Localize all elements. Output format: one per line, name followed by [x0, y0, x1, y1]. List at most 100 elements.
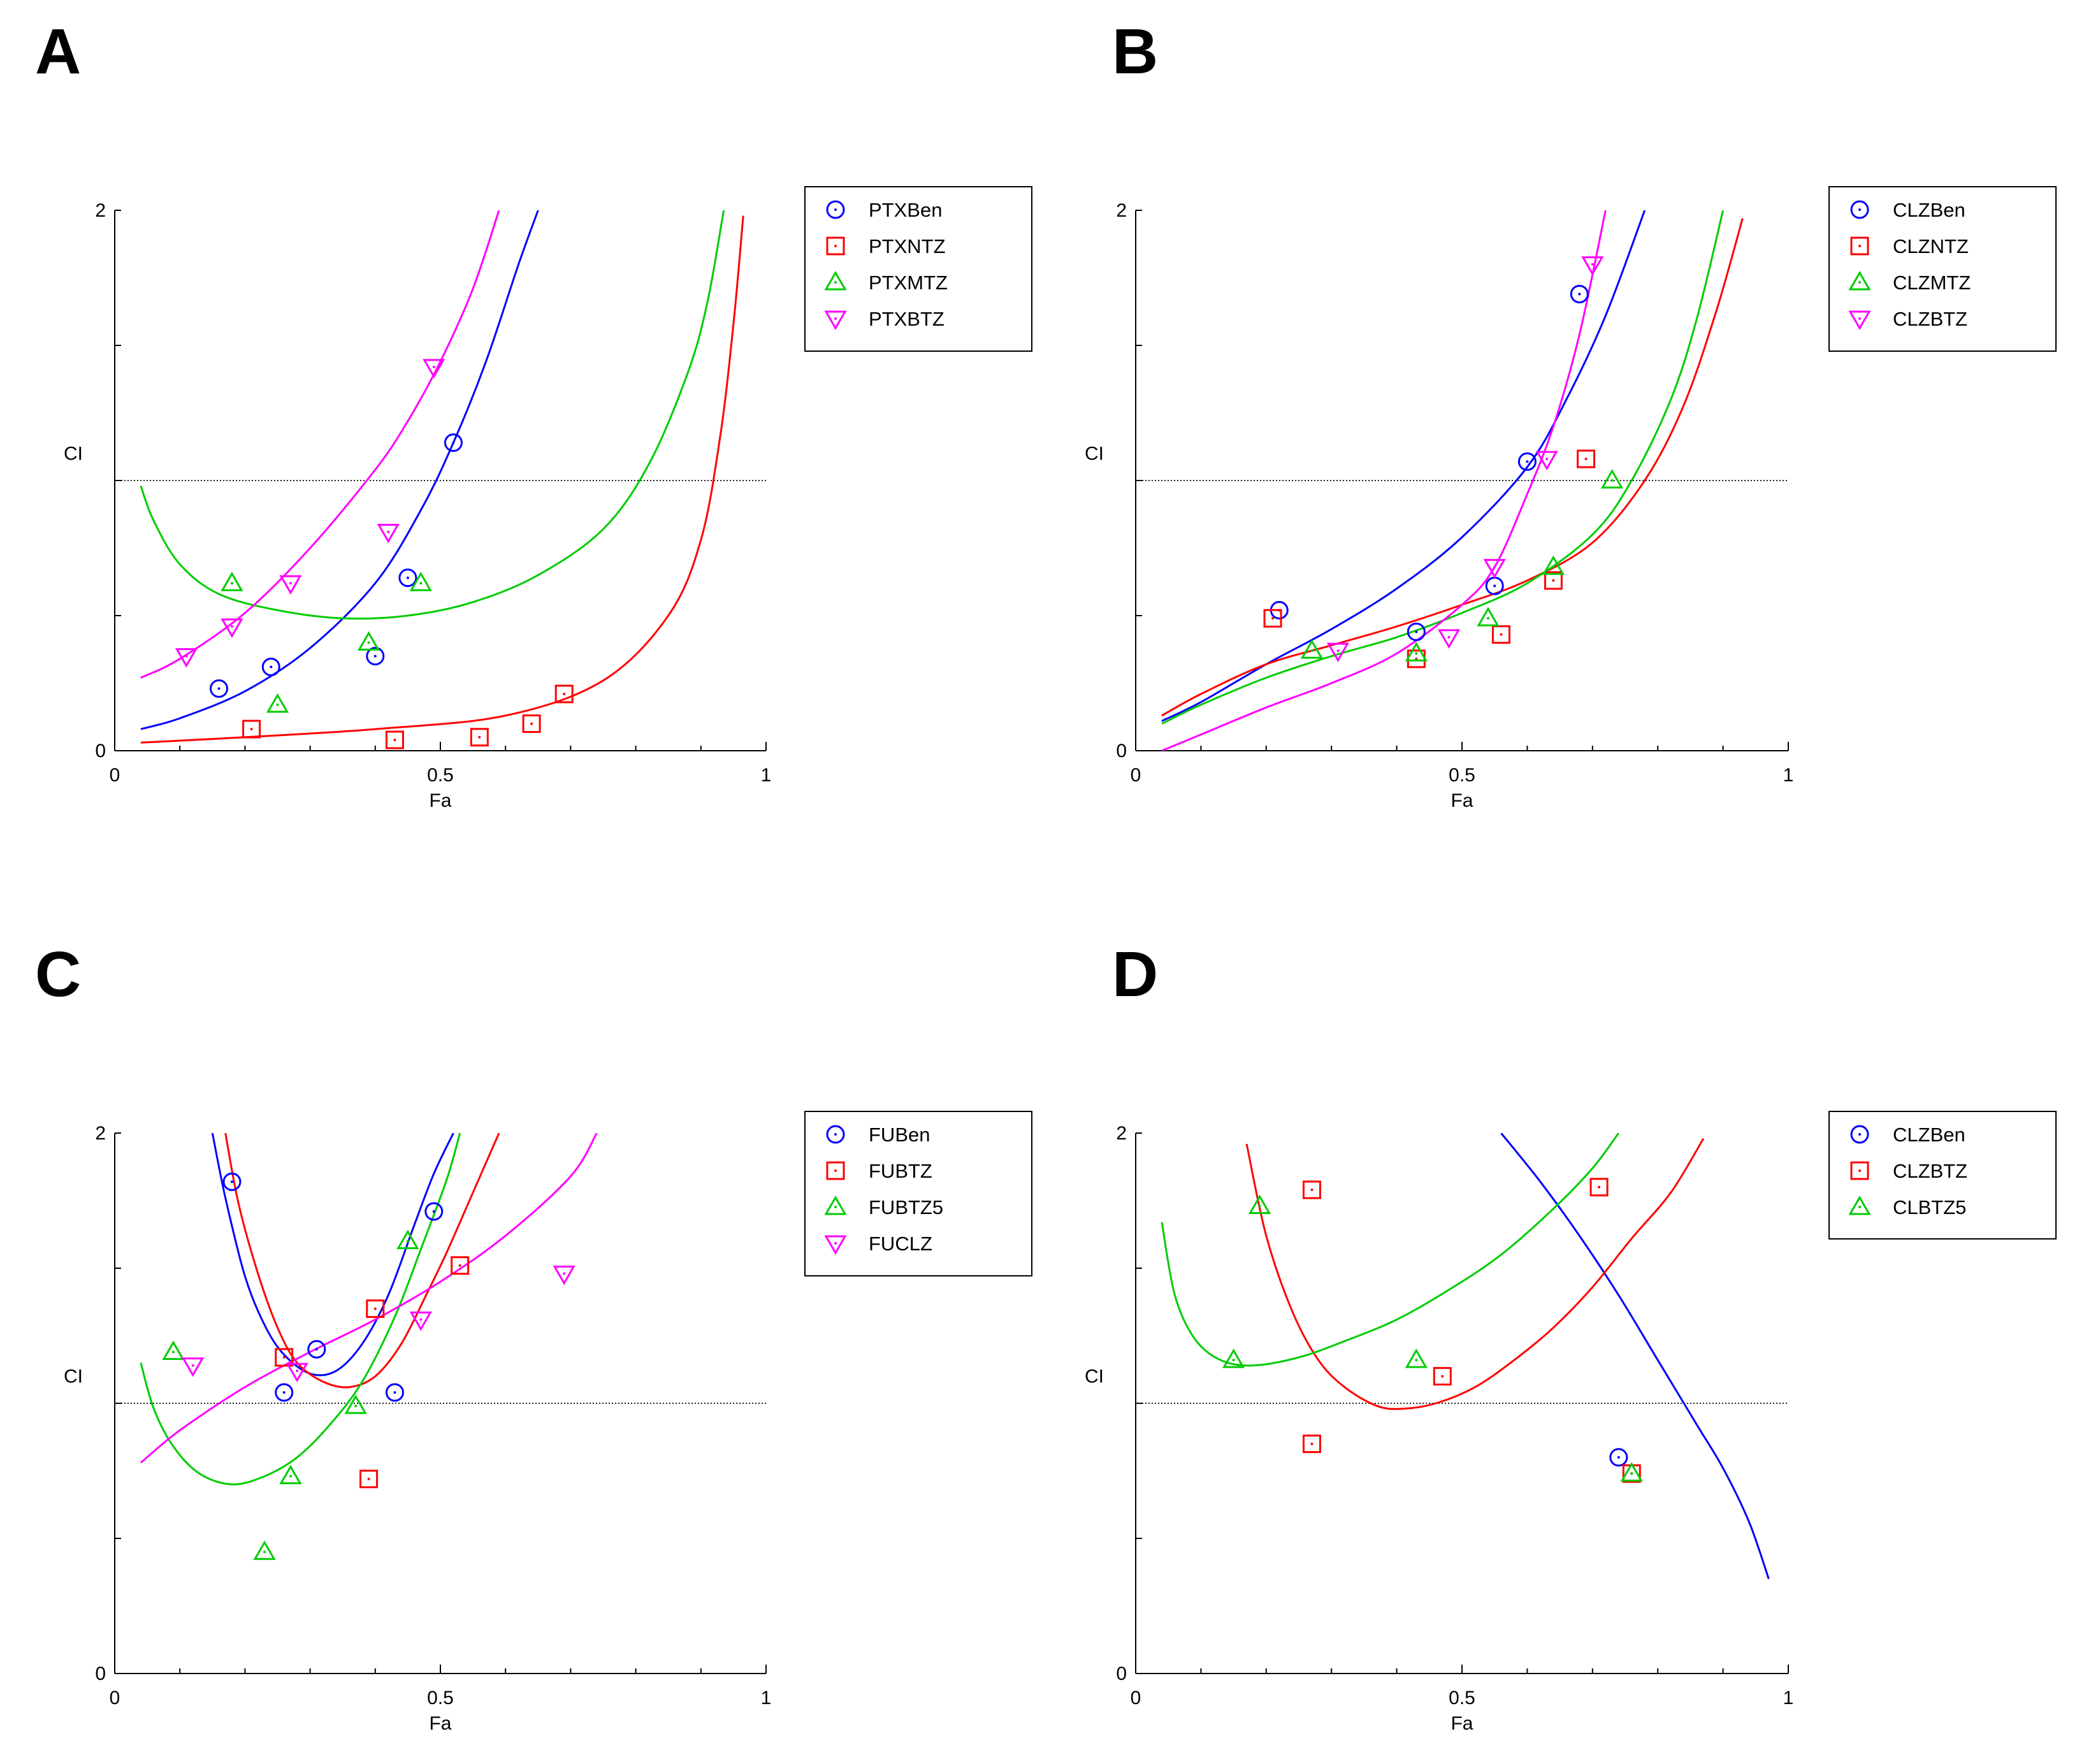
point-ptxbtz [377, 524, 400, 544]
point-ptxbtz [279, 575, 302, 595]
point-fubtz5 [279, 1464, 302, 1484]
panel-a: A 0 0.5 1 0 2 Fa CI PTXBen PTXNTZ PTXMTZ PTXBTZ [35, 16, 1032, 811]
y-tick-label: 2 [95, 1123, 106, 1144]
point-fubtz [451, 1256, 470, 1275]
legend-label-clzbtz: CLZBTZ [1893, 308, 1967, 330]
point-clzbtz [1483, 559, 1506, 579]
point-ptxmtz [409, 572, 432, 591]
point-clzbtz [1589, 1178, 1609, 1197]
legend-d: CLZBen CLZBTZ CLBTZ5 [1828, 1111, 2057, 1240]
legend-marker-fubtz5 [824, 1195, 847, 1215]
legend-marker-fuclz [824, 1235, 847, 1255]
y-axis-label: CI [1085, 444, 1104, 465]
legend-a: PTXBen PTXNTZ PTXMTZ PTXBTZ [804, 186, 1032, 352]
point-clzbtz [1326, 642, 1350, 663]
point-ptxntz [385, 730, 404, 749]
point-ptxntz [522, 714, 541, 734]
panel-c: C 0 0.5 1 0 2 Fa CI FUBen FUBTZ FUBTZ5 FUCLZ [35, 939, 1032, 1734]
curve-ptxbtz [140, 210, 500, 679]
point-fuclz [553, 1265, 575, 1285]
point-clbtz5 [1405, 1348, 1428, 1368]
y-axis-label: CI [64, 1366, 83, 1387]
panel-d: D 0 0.5 1 0 2 Fa CI CLZBen CLZBTZ CLBTZ5 [1085, 939, 2057, 1734]
x-tick-label: 1 [761, 1688, 772, 1709]
legend-label-ptxbtz: PTXBTZ [869, 308, 944, 330]
point-clzntz [1577, 449, 1596, 468]
point-clbtz5 [1222, 1348, 1245, 1368]
legend-marker-clzben [1850, 1125, 1869, 1144]
point-clzben [1570, 284, 1589, 303]
legend-marker-clzbtz [1850, 1161, 1869, 1180]
point-ptxben [210, 679, 229, 698]
point-ptxntz [470, 728, 489, 747]
point-ptxmtz [357, 631, 380, 651]
legend-marker-clzntz [1850, 236, 1869, 256]
legend-label-ptxben: PTXBen [869, 199, 942, 221]
x-tick-label: 0.5 [427, 1688, 454, 1709]
legend-label-ptxmtz: PTXMTZ [869, 271, 948, 294]
y-tick-label: 0 [1116, 741, 1127, 762]
point-clzbtz [1437, 629, 1461, 649]
legend-label-clzbtz: CLZBTZ [1893, 1160, 1967, 1182]
x-tick-label: 0 [110, 765, 120, 786]
x-tick-label: 0.5 [1449, 765, 1475, 786]
point-fuclz [182, 1357, 205, 1377]
point-fubtz5 [396, 1229, 419, 1250]
point-fubtz5 [253, 1540, 276, 1560]
legend-label-clzntz: CLZNTZ [1893, 235, 1969, 257]
curve-ptxmtz [140, 210, 725, 620]
legend-label-ptxntz: PTXNTZ [869, 235, 946, 257]
x-axis-label: Fa [1451, 1713, 1473, 1734]
point-clbtz5 [1620, 1462, 1643, 1482]
point-clzben [1407, 622, 1426, 641]
point-clzbtz [1302, 1435, 1321, 1454]
point-clzmtz [1600, 468, 1624, 489]
curve-ptxntz [140, 215, 744, 744]
point-clzben [1609, 1448, 1628, 1467]
point-fuben [424, 1202, 444, 1221]
y-axis-label: CI [64, 444, 83, 465]
legend-marker-fubtz [826, 1161, 845, 1180]
point-ptxbtz [175, 648, 198, 668]
point-clzntz [1544, 571, 1563, 590]
point-ptxbtz [221, 618, 243, 638]
point-ptxben [444, 433, 463, 452]
legend-marker-clzben [1850, 200, 1869, 219]
point-fubtz [359, 1470, 379, 1489]
x-tick-label: 1 [761, 765, 772, 786]
legend-label-fuclz: FUCLZ [869, 1233, 932, 1255]
point-clzben [1485, 576, 1504, 595]
x-axis-label: Fa [429, 790, 451, 811]
curve-clzbtz [1245, 1138, 1705, 1410]
y-tick-label: 0 [95, 1663, 106, 1684]
curve-fubtz [224, 1133, 500, 1389]
point-clbtz5 [1248, 1194, 1271, 1214]
curve-clzben [1500, 1133, 1770, 1580]
point-fuclz [286, 1363, 308, 1383]
x-tick-label: 0 [110, 1688, 120, 1709]
legend-marker-ptxmtz [824, 270, 847, 291]
point-fubtz5 [162, 1340, 185, 1360]
panel-letter-a: A [35, 16, 81, 87]
y-tick-label: 2 [95, 200, 106, 221]
curve-clzmtz [1161, 210, 1725, 725]
legend-marker-ptxntz [826, 236, 845, 256]
point-ptxmtz [221, 572, 243, 591]
x-axis-label: Fa [429, 1713, 451, 1734]
point-clzbtz [1302, 1180, 1321, 1199]
point-clzben [1517, 452, 1537, 471]
curve-clzntz [1161, 218, 1744, 717]
point-ptxben [398, 568, 417, 588]
y-axis-label: CI [1085, 1366, 1104, 1387]
point-fuclz [409, 1312, 432, 1331]
legend-marker-ptxbtz [824, 310, 847, 331]
legend-marker-clzbtz [1848, 310, 1871, 331]
x-axis-label: Fa [1451, 790, 1473, 811]
point-fuben [385, 1383, 404, 1402]
point-ptxben [366, 647, 385, 666]
legend-label-fubtz: FUBTZ [869, 1160, 932, 1182]
curve-clzbtz [1161, 210, 1607, 751]
legend-marker-fuben [826, 1125, 845, 1144]
legend-marker-clzmtz [1848, 270, 1871, 291]
curve-clzben [1161, 210, 1646, 722]
